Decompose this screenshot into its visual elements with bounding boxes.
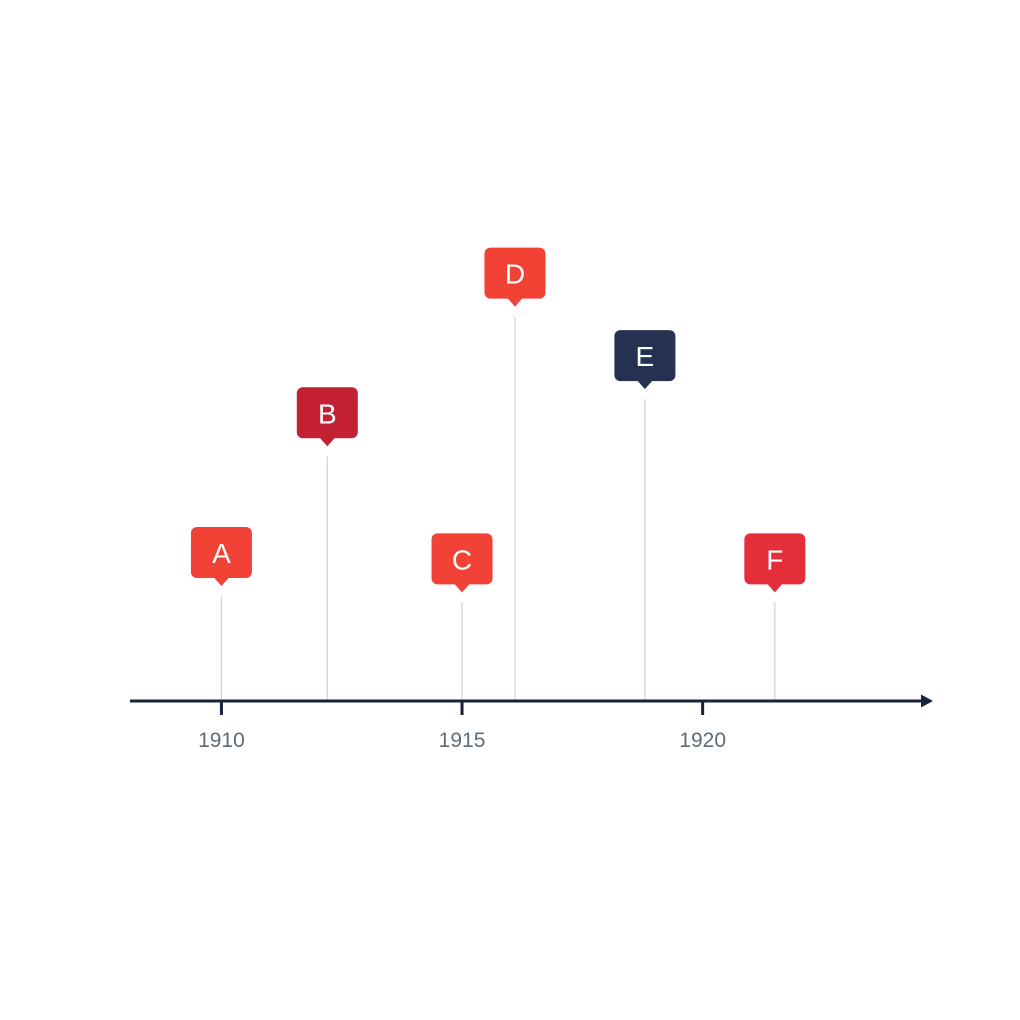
event-marker-pointer [636, 380, 653, 390]
event-marker-box [744, 533, 806, 585]
axis-tick-label: 1915 [439, 729, 486, 752]
event-marker-pointer [213, 577, 230, 586]
event-marker-c: C [431, 533, 493, 593]
event-marker-d: D [484, 247, 546, 307]
event-marker-label: F [766, 544, 783, 575]
time-axis [130, 694, 933, 708]
event-marker-box [614, 330, 676, 382]
axis-tick-label: 1910 [198, 729, 245, 752]
event-marker-label: A [212, 538, 231, 569]
event-marker-pointer [506, 297, 523, 307]
event-stems [220, 316, 776, 701]
event-marker-f: F [744, 533, 806, 593]
event-marker-e: E [614, 330, 676, 390]
event-marker-box [296, 387, 358, 439]
event-marker-pointer [319, 437, 336, 447]
event-marker-box [190, 527, 252, 578]
axis-tick-label: 1920 [679, 729, 726, 752]
event-marker-a: A [190, 527, 252, 586]
event-markers: A B C D E F [190, 247, 806, 593]
event-marker-label: C [452, 544, 472, 575]
event-marker-box [484, 247, 546, 299]
event-marker-box [431, 533, 493, 585]
event-marker-label: D [505, 259, 525, 290]
event-marker-label: B [318, 398, 337, 429]
axis-ticks: 1910 1915 1920 [198, 701, 726, 752]
event-marker-pointer [766, 583, 783, 593]
axis-arrow-icon [921, 694, 933, 708]
event-marker-label: E [636, 341, 655, 372]
event-marker-b: B [296, 387, 358, 447]
event-marker-pointer [454, 583, 471, 593]
